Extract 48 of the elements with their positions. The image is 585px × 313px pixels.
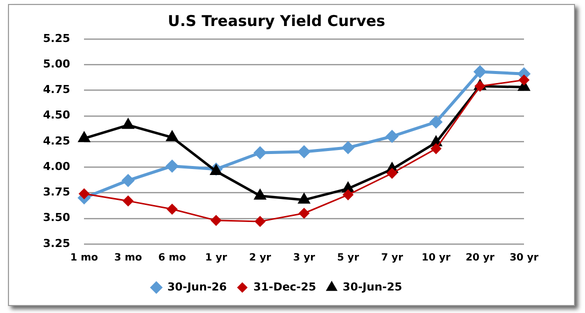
x-tick-label: 7 yr (381, 252, 404, 264)
y-tick-label: 5.25 (43, 32, 70, 45)
point (342, 190, 354, 200)
point (210, 215, 222, 226)
point (122, 174, 134, 186)
x-tick-label: 6 mo (158, 252, 186, 264)
x-tick-label: 1 mo (70, 252, 98, 264)
point (122, 196, 134, 206)
point (430, 143, 442, 154)
point (342, 142, 354, 154)
point (166, 160, 178, 172)
point (298, 194, 310, 204)
point (474, 66, 486, 78)
y-tick-label: 4.00 (43, 160, 70, 173)
y-tick-label: 3.50 (43, 211, 70, 224)
x-tick-label: 5 yr (337, 252, 360, 264)
y-tick-label: 4.50 (43, 108, 70, 122)
point (386, 168, 398, 179)
point (298, 208, 310, 218)
x-tick-label: 3 mo (114, 252, 142, 264)
y-tick-label: 3.25 (43, 236, 70, 250)
point (518, 74, 530, 86)
chart-title: U.S Treasury Yield Curves (168, 12, 386, 30)
point (254, 216, 266, 227)
point (386, 130, 398, 142)
point (254, 190, 266, 200)
point (254, 146, 266, 159)
x-tick-label: 1 yr (205, 252, 228, 264)
x-tick-label: 20 yr (466, 252, 494, 264)
point (166, 131, 178, 142)
point (430, 116, 442, 128)
legend-label: 31-Dec-25 (253, 280, 316, 294)
y-tick-label: 4.25 (43, 134, 70, 148)
point (78, 188, 90, 200)
point (166, 204, 178, 214)
legend-label: 30-Jun-25 (342, 280, 402, 294)
point (122, 118, 134, 129)
point (298, 146, 310, 158)
x-tick-label: 2 yr (249, 252, 272, 264)
x-tick-label: 10 yr (422, 252, 451, 264)
y-tick-label: 4.75 (43, 83, 70, 96)
y-tick-label: 3.75 (43, 186, 70, 199)
x-tick-label: 3 yr (293, 252, 316, 264)
y-tick-label: 5.00 (43, 57, 70, 70)
legend-label: 30-Jun-26 (167, 280, 228, 294)
x-tick-label: 30 yr (510, 252, 538, 264)
point (342, 182, 354, 192)
point (78, 132, 90, 142)
